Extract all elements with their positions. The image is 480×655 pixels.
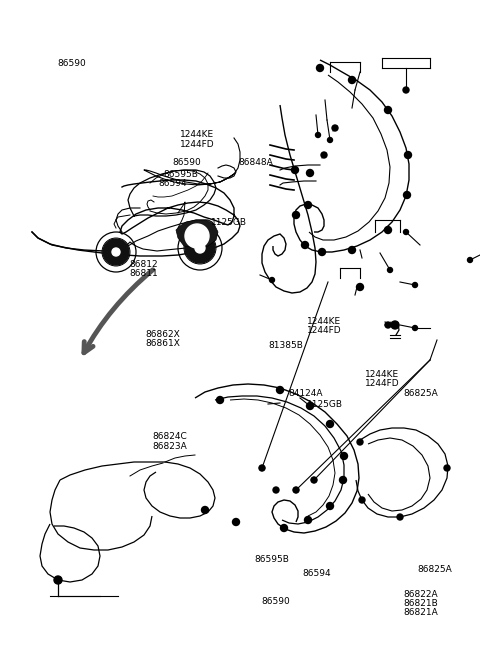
Circle shape [280, 525, 288, 531]
Circle shape [404, 191, 410, 198]
Text: 84124A: 84124A [288, 388, 323, 398]
Text: 86825A: 86825A [418, 565, 452, 574]
Circle shape [391, 321, 399, 329]
Circle shape [357, 439, 363, 445]
Text: 86595B: 86595B [163, 170, 198, 179]
Text: 86825A: 86825A [403, 388, 438, 398]
Circle shape [412, 326, 418, 331]
Circle shape [326, 421, 334, 428]
Circle shape [293, 487, 299, 493]
Circle shape [359, 497, 365, 503]
Circle shape [276, 386, 284, 394]
Circle shape [292, 212, 300, 219]
Text: 81385B: 81385B [269, 341, 304, 350]
Circle shape [269, 278, 275, 282]
Text: 1244KE: 1244KE [180, 130, 214, 140]
Circle shape [54, 576, 62, 584]
Circle shape [348, 77, 356, 83]
Circle shape [468, 257, 472, 263]
Circle shape [293, 487, 299, 493]
Text: 86590: 86590 [58, 59, 86, 68]
Text: 1244FD: 1244FD [307, 326, 342, 335]
Text: 86821B: 86821B [403, 599, 438, 608]
Circle shape [216, 396, 224, 403]
Circle shape [384, 227, 392, 233]
Text: 86848A: 86848A [238, 158, 273, 167]
FancyArrowPatch shape [84, 270, 153, 353]
Text: 1244KE: 1244KE [365, 369, 399, 379]
Circle shape [321, 152, 327, 158]
Circle shape [444, 465, 450, 471]
Circle shape [304, 517, 312, 523]
Circle shape [307, 403, 313, 409]
Circle shape [232, 519, 240, 525]
Text: 86823A: 86823A [153, 441, 187, 451]
Circle shape [103, 239, 129, 265]
Text: 86812: 86812 [130, 260, 158, 269]
Circle shape [307, 170, 313, 176]
Circle shape [405, 151, 411, 159]
Circle shape [273, 487, 279, 493]
Circle shape [259, 465, 265, 471]
Circle shape [260, 466, 264, 470]
Text: 86594: 86594 [302, 569, 331, 578]
Text: 86594: 86594 [158, 179, 187, 188]
Circle shape [397, 514, 403, 520]
Text: 86590: 86590 [173, 158, 202, 167]
Circle shape [340, 453, 348, 460]
Circle shape [301, 242, 309, 248]
Circle shape [348, 246, 356, 253]
Circle shape [357, 284, 363, 291]
Text: 86824C: 86824C [153, 432, 187, 441]
Circle shape [304, 202, 312, 208]
Circle shape [319, 248, 325, 255]
Text: 1125GB: 1125GB [307, 400, 343, 409]
Text: 86590: 86590 [262, 597, 290, 606]
Circle shape [291, 166, 299, 174]
Circle shape [404, 229, 408, 234]
Circle shape [112, 248, 120, 256]
Circle shape [387, 267, 393, 272]
Text: 1244FD: 1244FD [365, 379, 399, 388]
Text: 86862X: 86862X [145, 330, 180, 339]
Circle shape [384, 107, 392, 113]
Text: 86821A: 86821A [403, 608, 438, 617]
Circle shape [332, 125, 338, 131]
Circle shape [316, 64, 324, 71]
Circle shape [412, 282, 418, 288]
Circle shape [312, 477, 316, 483]
Circle shape [339, 476, 347, 483]
Circle shape [327, 138, 333, 143]
Circle shape [195, 243, 205, 253]
Text: 86595B: 86595B [254, 555, 289, 564]
Text: 86861X: 86861X [145, 339, 180, 348]
Circle shape [315, 132, 321, 138]
Circle shape [311, 477, 317, 483]
Circle shape [326, 502, 334, 510]
Circle shape [403, 87, 409, 93]
Text: 1244FD: 1244FD [180, 140, 215, 149]
Circle shape [185, 233, 215, 263]
Text: 86811: 86811 [130, 269, 158, 278]
Circle shape [202, 506, 208, 514]
Circle shape [185, 224, 209, 248]
Text: 1125GB: 1125GB [211, 218, 247, 227]
Text: 86822A: 86822A [403, 590, 438, 599]
Polygon shape [176, 220, 218, 248]
Circle shape [385, 322, 391, 328]
Text: 1244KE: 1244KE [307, 317, 341, 326]
